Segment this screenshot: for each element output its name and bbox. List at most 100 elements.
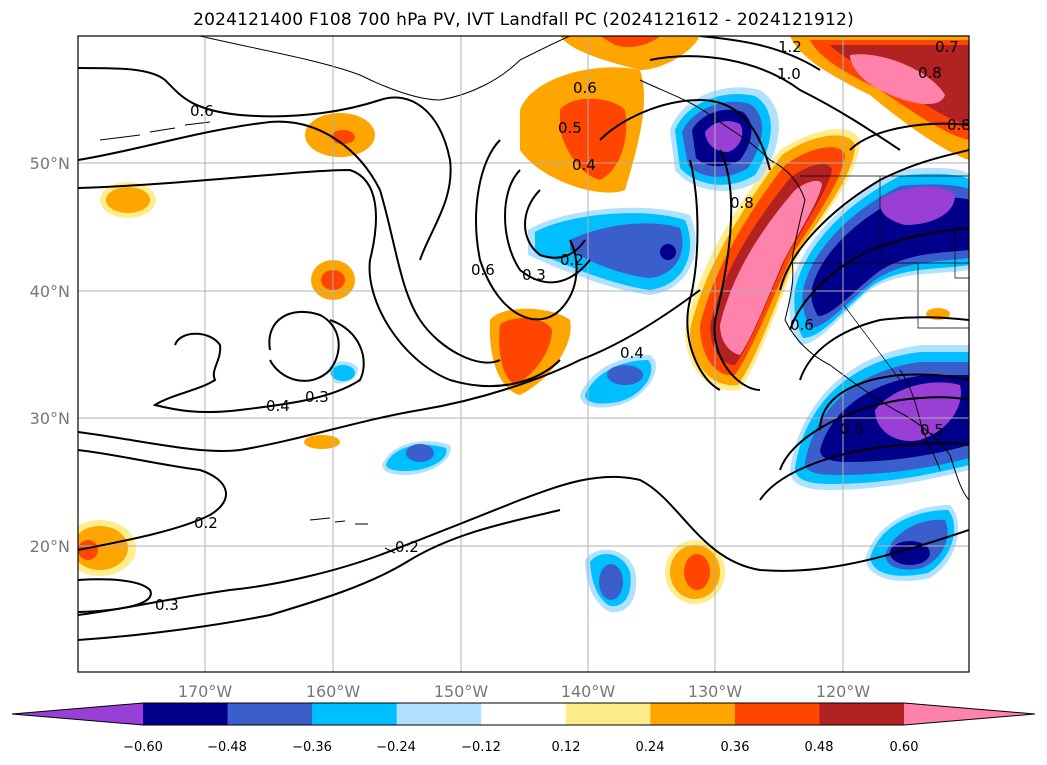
- contour-line: [599, 98, 771, 171]
- colorbar-tick-label: −0.60: [123, 740, 163, 755]
- contour-line: [759, 442, 969, 501]
- contour-line: [78, 509, 561, 641]
- contour-label: 0.6: [471, 261, 495, 279]
- contour-label: 0.6: [190, 102, 214, 120]
- colorbar-outline: [11, 702, 1036, 726]
- colorbar-segment: [481, 703, 567, 725]
- contour-line: [686, 159, 721, 391]
- shaded-field: 1.2 1.0 0.8 0.8 0.7 0.6 0.6 0.5 0.4 0.2 …: [78, 36, 971, 672]
- contour-line: [475, 139, 578, 321]
- lon-label: 140°W: [561, 682, 616, 701]
- lat-labels: 50°N 40°N 30°N 20°N: [30, 154, 70, 556]
- lon-label: 120°W: [816, 682, 871, 701]
- lon-labels: 170°W 160°W 150°W 140°W 130°W 120°W: [178, 682, 871, 701]
- contour-label: 0.7: [935, 38, 959, 56]
- contour-label: 0.6: [790, 316, 814, 334]
- colorbar-tick-label: 0.12: [552, 740, 581, 755]
- map-title: 2024121400 F108 700 hPa PV, IVT Landfall…: [193, 10, 854, 30]
- colorbar-tick-label: −0.48: [207, 740, 247, 755]
- contour-line: [779, 149, 969, 291]
- contour-line: [78, 475, 969, 616]
- contour-label: 0.8: [947, 116, 971, 134]
- coastlines: [99, 36, 969, 554]
- contour-label: 0.3: [155, 596, 179, 614]
- contour-line: [78, 289, 701, 452]
- contour-line: [268, 310, 340, 382]
- contour-line: [504, 169, 591, 284]
- colorbar-tick-label: 0.36: [721, 740, 750, 755]
- lat-label: 50°N: [30, 154, 70, 173]
- colorbar-segment: [650, 703, 736, 725]
- contour-label: 0.2: [194, 514, 218, 532]
- colorbar: −0.60 −0.48 −0.36 −0.24 −0.12 0.12 0.24 …: [11, 702, 1036, 755]
- contour-line: [78, 120, 501, 364]
- contour-label: 0.4: [620, 344, 644, 362]
- contour-line: [799, 316, 969, 381]
- lon-label: 170°W: [178, 682, 233, 701]
- lon-label: 160°W: [306, 682, 361, 701]
- colorbar-extend-min: [12, 703, 143, 725]
- contour-label: 0.5: [558, 119, 582, 137]
- colorbar-segment: [396, 703, 482, 725]
- contour-line: [779, 396, 969, 471]
- positive-band-coast: [685, 129, 860, 391]
- contour-line: [819, 373, 969, 431]
- contour-line: [78, 578, 152, 613]
- lon-label: 130°W: [688, 682, 743, 701]
- positive-blob-ne: [790, 36, 969, 160]
- colorbar-tick-label: −0.36: [292, 740, 332, 755]
- contour-label: 0.5: [920, 421, 944, 439]
- colorbar-segment: [227, 703, 313, 725]
- contour-label: 0.6: [573, 79, 597, 97]
- contour-labels: 1.2 1.0 0.8 0.8 0.7 0.6 0.6 0.5 0.4 0.2 …: [155, 38, 971, 614]
- negative-small-blobs: [328, 355, 959, 613]
- colorbar-segment: [565, 703, 651, 725]
- colorbar-tick-label: −0.24: [376, 740, 416, 755]
- colorbar-tick-label: 0.60: [890, 740, 919, 755]
- colorbar-tick-label: 0.24: [636, 740, 665, 755]
- colorbar-extend-max: [904, 703, 1035, 725]
- colorbar-segments: [11, 702, 1036, 726]
- colorbar-ticks: −0.60 −0.48 −0.36 −0.24 −0.12 0.12 0.24 …: [123, 740, 918, 755]
- negative-band-west: [528, 207, 696, 295]
- contour-line: [78, 67, 452, 261]
- contour-label: 1.0: [777, 65, 801, 83]
- colorbar-segment: [143, 703, 229, 725]
- lat-label: 30°N: [30, 409, 70, 428]
- lon-label: 150°W: [434, 682, 489, 701]
- contour-line: [152, 319, 365, 414]
- contour-label: 0.3: [522, 266, 546, 284]
- contour-line: [78, 449, 227, 551]
- map-frame: [77, 35, 970, 673]
- contour-line: [713, 149, 761, 391]
- borders: [790, 175, 969, 381]
- colorbar-segment: [819, 703, 905, 725]
- contour-label: 0.2: [395, 538, 419, 556]
- positive-blob-mid: [489, 308, 571, 395]
- contour-label: 0.5: [840, 420, 864, 438]
- contour-line: [78, 168, 561, 388]
- contour-line: [699, 36, 821, 71]
- lat-label: 40°N: [30, 282, 70, 301]
- contour-label: 0.2: [560, 251, 584, 269]
- contour-line: [789, 227, 969, 331]
- lat-label: 20°N: [30, 537, 70, 556]
- contour-line: [649, 55, 901, 151]
- contour-label: 0.3: [305, 388, 329, 406]
- contour-label: 1.2: [778, 38, 802, 56]
- contour-line: [524, 189, 586, 259]
- contour-label: 0.4: [572, 156, 596, 174]
- colorbar-tick-label: −0.12: [461, 740, 501, 755]
- colorbar-tick-label: 0.48: [805, 740, 834, 755]
- negative-blob-east: [789, 167, 969, 345]
- negative-blob-north: [670, 87, 779, 191]
- contour-label: 0.8: [730, 194, 754, 212]
- contour-line: [849, 122, 969, 151]
- colorbar-segment: [312, 703, 398, 725]
- pv-contours: [78, 36, 969, 641]
- contour-label: 0.8: [918, 64, 942, 82]
- colorbar-segment: [734, 703, 820, 725]
- positive-blob-north: [520, 36, 700, 193]
- contour-label: 0.4: [266, 397, 290, 415]
